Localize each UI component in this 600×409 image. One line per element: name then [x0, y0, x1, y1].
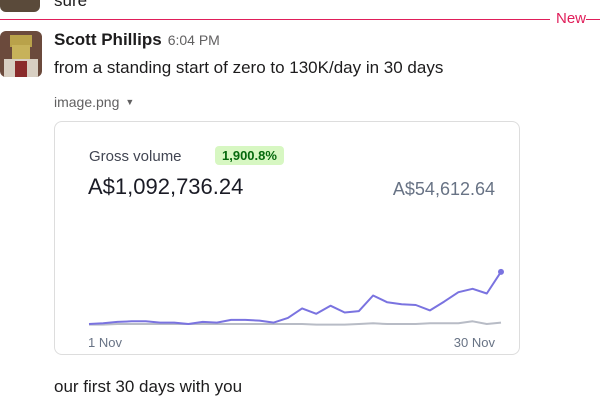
series-current-endpoint [498, 268, 504, 275]
message-header: Scott Phillips 6:04 PM [54, 30, 220, 50]
file-name-toggle[interactable]: image.png ▼ [54, 94, 134, 110]
series-current-line [88, 271, 502, 325]
new-messages-divider [0, 19, 600, 20]
comparison-value: A$54,612.64 [392, 179, 495, 199]
metric-label: Gross volume [89, 148, 182, 165]
previous-message-text: sure [54, 0, 88, 10]
caret-down-icon: ▼ [125, 97, 135, 107]
avatar[interactable] [0, 31, 42, 77]
line-chart [88, 268, 504, 326]
x-axis-end-label: 30 Nov [453, 335, 495, 350]
image-attachment[interactable]: Gross volume 1,900.8% A$1,092,736.24 A$5… [54, 121, 520, 355]
message-footer-text: our first 30 days with you [54, 377, 243, 396]
new-messages-label: New [549, 10, 586, 28]
gross-volume-value: A$1,092,736.24 [88, 174, 244, 199]
message-timestamp[interactable]: 6:04 PM [167, 32, 220, 48]
series-previous-line [89, 320, 502, 326]
previous-avatar[interactable] [0, 0, 40, 12]
file-name: image.png [54, 94, 120, 110]
author-name[interactable]: Scott Phillips [54, 30, 162, 49]
message-text: from a standing start of zero to 130K/da… [54, 58, 444, 77]
growth-badge: 1,900.8% [215, 146, 284, 165]
x-axis-start-label: 1 Nov [88, 335, 122, 350]
